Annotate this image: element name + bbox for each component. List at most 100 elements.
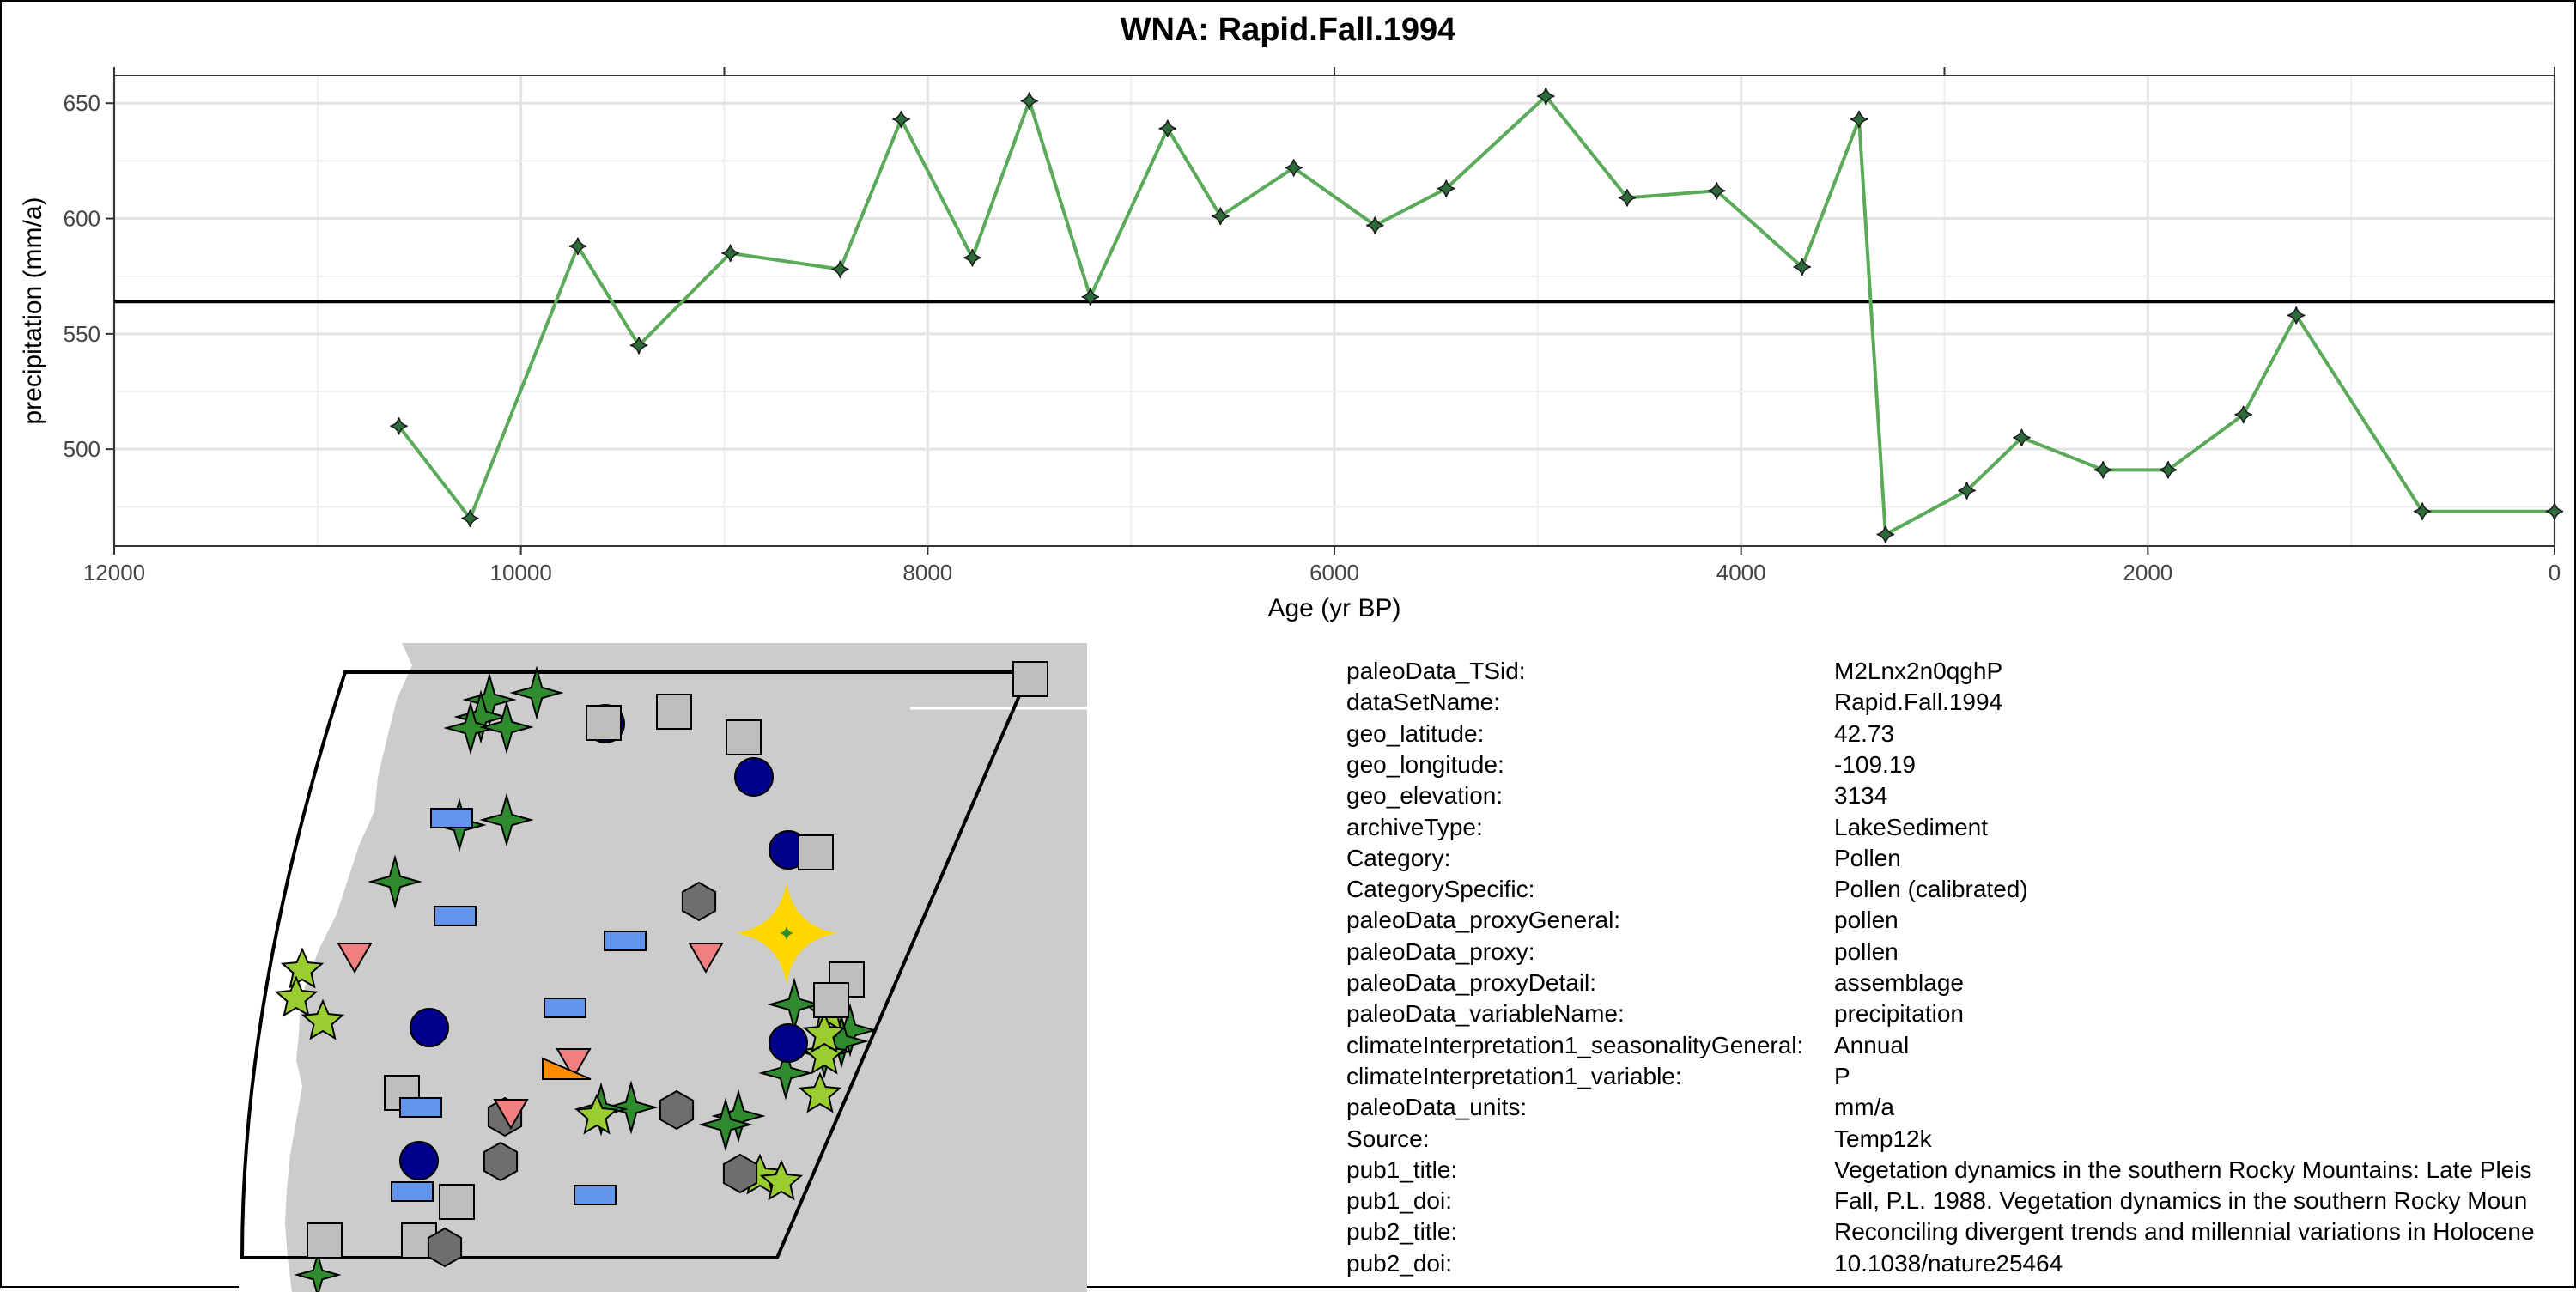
data-point (1366, 216, 1384, 234)
light-green-site (274, 975, 319, 1017)
data-point (2094, 461, 2112, 479)
data-point (568, 237, 587, 255)
metadata-row: Source: Temp12k (1346, 1124, 2576, 1155)
metadata-key: pub2_doi: (1346, 1249, 1453, 1277)
metadata-key: paleoData_proxyGeneral: (1346, 907, 1621, 934)
metadata-key: geo_longitude: (1346, 750, 1504, 778)
chart-grid (112, 76, 2556, 546)
pink-triangle-site (688, 943, 724, 974)
gray-square-site (813, 982, 849, 1018)
dark-green-site (509, 665, 564, 720)
data-point (892, 110, 910, 129)
metadata-row: pub1_title: Vegetation dynamics in the so… (1346, 1155, 2576, 1186)
metadata-key: geo_elevation: (1346, 782, 1504, 810)
metadata-row: geo_longitude: -109.19 (1346, 749, 2576, 780)
data-point (2013, 428, 2031, 446)
dark-green-site (443, 701, 498, 755)
y-tick-label: 550 (64, 321, 100, 347)
metadata-row: climateInterpretation1_seasonalityGenera… (1346, 1030, 2576, 1061)
x-tick-label: 6000 (1309, 560, 1359, 585)
x-tick-label: 12000 (83, 560, 145, 585)
x-tick-label: 10000 (490, 560, 552, 585)
x-tick-label: 0 (2549, 560, 2561, 585)
metadata-value: LakeSediment (1834, 813, 1989, 840)
data-point (1708, 182, 1726, 200)
metadata-value: assemblage (1834, 969, 1964, 996)
x-tick-label: 4000 (1716, 560, 1766, 585)
data-point (390, 417, 408, 435)
data-point (629, 337, 648, 355)
chart-ticks: 12000 10000 8000 6000 4000 2000 0 500 550 600 650 (64, 67, 2561, 585)
data-point (1020, 92, 1038, 110)
metadata-value: pollen (1834, 907, 1899, 934)
metadata-row: climateInterpretation1_variable: P (1346, 1061, 2576, 1092)
metadata-key: geo_latitude: (1346, 719, 1485, 747)
data-point (2234, 405, 2252, 424)
pink-triangle-site (337, 943, 373, 974)
data-point (1793, 258, 1811, 276)
metadata-value: precipitation (1834, 1000, 1964, 1028)
metadata-key: paleoData_proxy: (1346, 937, 1535, 965)
gray-square-site (1012, 661, 1048, 697)
dark-green-site (368, 854, 422, 909)
metadata-key: pub1_title: (1346, 1156, 1458, 1183)
pink-triangle-site (493, 1099, 529, 1131)
navy-site (734, 757, 774, 797)
blue-rect-site (399, 1097, 442, 1118)
data-point (2413, 502, 2432, 520)
metadata-row: paleoData_units: mm/a (1346, 1092, 2576, 1123)
metadata-table: paleoData_TSid: M2Lnx2n0qghP dataSetName: R… (1346, 656, 2576, 1288)
metadata-row: geo_elevation: 3134 (1346, 780, 2576, 811)
light-green-site (802, 1033, 847, 1075)
data-point (461, 509, 479, 527)
metadata-value: 10.1038/nature25464 (1834, 1249, 2063, 1277)
dark-green-site (462, 672, 517, 727)
metadata-row: pub2_doi: 10.1038/nature25464 (1346, 1248, 2576, 1279)
metadata-value: Pollen (1834, 844, 1901, 871)
metadata-value: Fall, P.L. 1988. Vegetation dynamics in … (1834, 1187, 2528, 1215)
metadata-key: dataSetName: (1346, 688, 1500, 716)
metadata-row: paleoData_proxy: pollen (1346, 937, 2576, 967)
data-point (1212, 207, 1230, 226)
metadata-value: Vegetation dynamics in the southern Rock… (1834, 1156, 2532, 1183)
navy-site (399, 1141, 439, 1180)
metadata-row: paleoData_TSid: M2Lnx2n0qghP (1346, 656, 2576, 687)
metadata-row: paleoData_proxyGeneral: pollen (1346, 905, 2576, 936)
metadata-key: archiveType: (1346, 813, 1483, 840)
blue-rect-site (544, 998, 586, 1018)
data-point (1437, 179, 1455, 197)
metadata-key: climateInterpretation1_variable: (1346, 1062, 1682, 1089)
dark-hex-site (427, 1227, 463, 1268)
chart-title: WNA: Rapid.Fall.1994 (1120, 12, 1456, 48)
blue-rect-site (430, 808, 473, 828)
map-extent-outline (240, 670, 1035, 1259)
metadata-row: dataSetName: Rapid.Fall.1994 (1346, 687, 2576, 718)
series-points (390, 87, 2564, 543)
light-green-site (280, 947, 325, 989)
dark-hex-site (483, 1141, 519, 1182)
x-tick-label: 2000 (2123, 560, 2172, 585)
light-green-site (798, 1071, 842, 1113)
data-point (1876, 525, 1895, 543)
data-point (721, 244, 739, 263)
y-tick-label: 500 (64, 436, 100, 462)
metadata-value: -109.19 (1834, 750, 1916, 778)
gray-square-site (656, 694, 692, 730)
timeseries-chart: 12000 10000 8000 6000 4000 2000 0500550600650 … (19, 67, 2564, 622)
gray-square-site (307, 1222, 343, 1259)
data-point (2287, 306, 2306, 325)
metadata-value: Pollen (calibrated) (1834, 876, 2028, 903)
blue-rect-site (391, 1181, 434, 1202)
x-axis-label: Age (yr BP) (1267, 594, 1400, 622)
dark-hex-site (659, 1089, 695, 1131)
metadata-row: pub2_title: Reconciling divergent trends … (1346, 1216, 2576, 1247)
metadata-row: Category: Pollen (1346, 843, 2576, 874)
blue-rect-site (574, 1185, 617, 1205)
metadata-key: CategorySpecific: (1346, 876, 1535, 903)
metadata-value: Temp12k (1834, 1125, 1932, 1152)
metadata-row: CategorySpecific: Pollen (calibrated) (1346, 874, 2576, 905)
dark-hex-site (722, 1153, 758, 1194)
navy-site (410, 1008, 449, 1047)
dark-green-site (479, 700, 534, 755)
data-point (1958, 482, 1976, 500)
